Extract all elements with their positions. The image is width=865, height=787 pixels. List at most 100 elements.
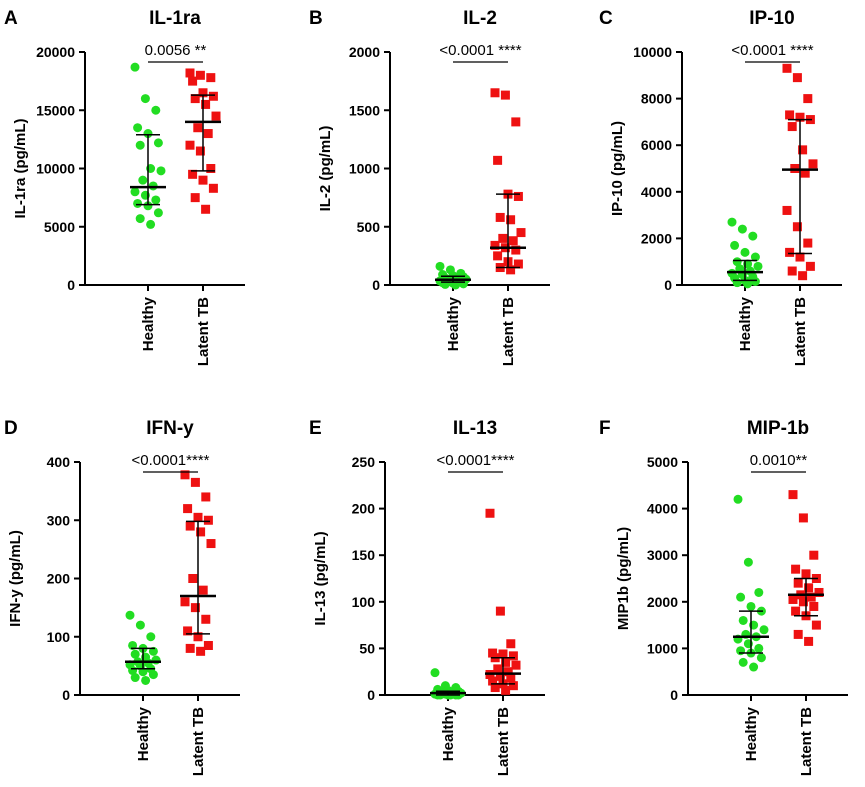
panel-d: D IFN-y IFN-y (pg/mL) 0 100 200 300 400 Healthy L… bbox=[4, 418, 240, 776]
data-point-latent-tb bbox=[791, 564, 801, 574]
data-point-latent-tb bbox=[804, 636, 814, 646]
category-label: Latent TB bbox=[500, 297, 517, 366]
data-point-healthy bbox=[151, 195, 161, 205]
data-point-latent-tb bbox=[793, 629, 803, 639]
data-point-latent-tb bbox=[490, 240, 500, 250]
data-point-latent-tb bbox=[183, 626, 193, 636]
data-point-latent-tb bbox=[804, 583, 814, 593]
data-point-latent-tb bbox=[195, 146, 205, 156]
data-point-latent-tb bbox=[196, 527, 206, 537]
panel-letter: A bbox=[4, 8, 18, 29]
data-point-latent-tb bbox=[493, 155, 503, 165]
y-tick-label: 400 bbox=[47, 454, 71, 470]
data-point-latent-tb bbox=[201, 614, 211, 624]
data-point-healthy bbox=[732, 257, 742, 267]
data-point-healthy bbox=[125, 610, 135, 620]
data-point-latent-tb bbox=[193, 632, 203, 642]
data-point-healthy bbox=[143, 201, 153, 211]
data-point-healthy bbox=[727, 217, 737, 227]
y-tick-label: 15000 bbox=[36, 102, 75, 118]
data-point-latent-tb bbox=[485, 508, 495, 518]
y-tick-label: 1000 bbox=[647, 640, 678, 656]
data-point-healthy bbox=[732, 278, 742, 288]
data-point-healthy bbox=[141, 675, 151, 685]
data-point-latent-tb bbox=[506, 639, 516, 649]
data-point-latent-tb bbox=[188, 574, 198, 583]
data-point-latent-tb bbox=[196, 646, 206, 656]
data-point-latent-tb bbox=[511, 245, 521, 255]
data-point-latent-tb bbox=[501, 657, 511, 667]
panel-letter: B bbox=[309, 8, 323, 29]
y-axis-label: IL-2 (pg/mL) bbox=[317, 126, 334, 212]
data-point-healthy bbox=[130, 187, 140, 197]
data-point-latent-tb bbox=[206, 164, 216, 173]
data-point-healthy bbox=[753, 261, 763, 271]
chart-title: IFN-y bbox=[146, 418, 194, 439]
data-point-latent-tb bbox=[185, 521, 195, 531]
data-point-latent-tb bbox=[792, 222, 802, 232]
y-tick-label: 250 bbox=[352, 454, 376, 470]
data-point-latent-tb bbox=[488, 648, 498, 658]
chart-title: IP-10 bbox=[749, 8, 794, 29]
data-point-latent-tb bbox=[185, 643, 195, 653]
data-point-latent-tb bbox=[488, 676, 498, 686]
y-tick-label: 500 bbox=[357, 219, 381, 235]
data-point-latent-tb bbox=[511, 660, 521, 670]
y-tick-label: 10000 bbox=[36, 161, 75, 177]
y-tick-label: 10000 bbox=[633, 44, 672, 60]
data-point-latent-tb bbox=[506, 215, 516, 225]
y-tick-label: 3000 bbox=[647, 547, 678, 563]
y-tick-label: 50 bbox=[359, 640, 375, 656]
data-point-latent-tb bbox=[190, 193, 200, 203]
y-tick-label: 0 bbox=[664, 277, 672, 293]
data-point-latent-tb bbox=[198, 175, 208, 185]
data-point-healthy bbox=[151, 655, 161, 665]
data-point-latent-tb bbox=[787, 122, 797, 132]
data-point-latent-tb bbox=[501, 685, 511, 695]
data-point-latent-tb bbox=[208, 91, 218, 101]
data-point-healthy bbox=[743, 279, 753, 289]
category-label: Healthy bbox=[140, 296, 157, 351]
data-point-latent-tb bbox=[787, 266, 797, 276]
data-point-healthy bbox=[133, 198, 143, 208]
data-point-latent-tb bbox=[803, 94, 813, 104]
y-tick-label: 0 bbox=[62, 687, 70, 703]
data-point-latent-tb bbox=[806, 592, 816, 602]
y-tick-label: 2000 bbox=[349, 44, 380, 60]
data-point-latent-tb bbox=[190, 94, 200, 104]
data-point-latent-tb bbox=[811, 620, 821, 630]
data-point-healthy bbox=[750, 252, 760, 262]
data-point-healthy bbox=[140, 94, 150, 104]
data-point-latent-tb bbox=[798, 597, 808, 607]
y-tick-label: 150 bbox=[352, 547, 376, 563]
category-label: Healthy bbox=[440, 706, 457, 761]
significance-label: 0.0056 ** bbox=[145, 42, 207, 59]
y-tick-label: 200 bbox=[352, 501, 376, 517]
panel-letter: C bbox=[599, 8, 613, 29]
y-axis-label: IFN-y (pg/mL) bbox=[7, 530, 24, 627]
category-label: Latent TB bbox=[190, 707, 207, 776]
data-point-latent-tb bbox=[791, 606, 801, 616]
y-tick-label: 2000 bbox=[641, 230, 672, 246]
y-tick-label: 20000 bbox=[36, 44, 75, 60]
data-point-latent-tb bbox=[788, 594, 798, 604]
data-point-latent-tb bbox=[785, 247, 795, 257]
chart-title: IL-2 bbox=[463, 8, 497, 29]
data-point-healthy bbox=[138, 175, 148, 185]
data-point-healthy bbox=[130, 673, 140, 683]
data-point-latent-tb bbox=[506, 265, 516, 275]
data-point-latent-tb bbox=[508, 651, 518, 661]
category-label: Healthy bbox=[743, 706, 760, 761]
panel-letter: D bbox=[4, 418, 18, 439]
data-point-latent-tb bbox=[508, 681, 518, 691]
category-label: Latent TB bbox=[792, 297, 809, 366]
data-point-healthy bbox=[153, 138, 163, 148]
data-point-latent-tb bbox=[183, 504, 193, 514]
data-point-latent-tb bbox=[203, 515, 213, 525]
data-point-latent-tb bbox=[809, 550, 819, 560]
y-tick-label: 1000 bbox=[349, 161, 380, 177]
y-axis-label: IL-13 (pg/mL) bbox=[312, 531, 329, 625]
significance-label: <0.0001**** bbox=[437, 452, 515, 469]
category-label: Healthy bbox=[445, 296, 462, 351]
